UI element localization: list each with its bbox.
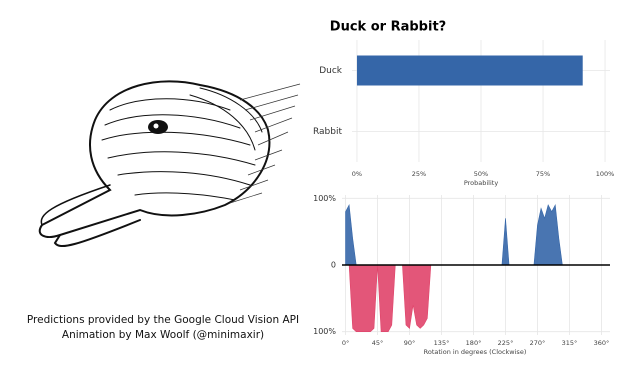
x-tick-label: 0° [342, 339, 349, 347]
x-tick-label: 0% [352, 170, 362, 178]
x-tick-label: 90° [404, 339, 416, 347]
y-tick-label: Duck [319, 66, 343, 76]
x-tick-label: 100% [596, 170, 615, 178]
x-tick-label: 180° [466, 339, 482, 347]
x-tick-label: 75% [536, 170, 550, 178]
x-tick-label: 25% [412, 170, 426, 178]
x-tick-label: 135° [434, 339, 450, 347]
x-tick-label: 270° [530, 339, 546, 347]
duck-rabbit-illustration [38, 80, 301, 248]
y-tick-label: 100% [313, 327, 336, 336]
caption: Predictions provided by the Google Cloud… [27, 314, 299, 326]
chart-title: Duck or Rabbit? [330, 20, 446, 35]
x-tick-label: 225° [498, 339, 514, 347]
y-tick-label: 0 [331, 261, 336, 270]
caption: Animation by Max Woolf (@minimaxir) [62, 329, 264, 341]
y-tick-label: 100% [313, 194, 336, 203]
x-tick-label: 45° [372, 339, 384, 347]
x-axis-label: Probability [464, 179, 499, 187]
x-axis-label: Rotation in degrees (Clockwise) [424, 348, 527, 356]
x-tick-label: 50% [474, 170, 488, 178]
x-tick-label: 360° [594, 339, 610, 347]
x-tick-label: 315° [562, 339, 578, 347]
y-tick-label: Rabbit [313, 127, 342, 137]
bar [356, 55, 583, 86]
